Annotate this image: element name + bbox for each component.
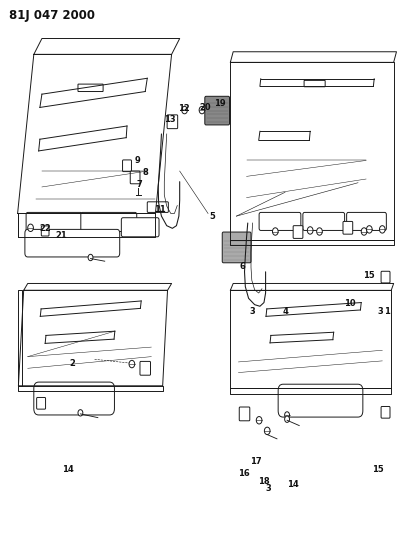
FancyBboxPatch shape	[41, 226, 49, 236]
FancyBboxPatch shape	[278, 384, 363, 417]
Text: 14: 14	[62, 465, 74, 473]
FancyBboxPatch shape	[122, 160, 131, 172]
Circle shape	[285, 412, 290, 418]
Circle shape	[307, 227, 313, 234]
FancyBboxPatch shape	[121, 217, 159, 237]
Circle shape	[264, 427, 270, 434]
FancyBboxPatch shape	[222, 232, 251, 263]
FancyBboxPatch shape	[303, 213, 345, 230]
Circle shape	[88, 254, 93, 261]
Text: 3: 3	[266, 483, 272, 492]
Text: 8: 8	[142, 167, 148, 176]
Circle shape	[129, 360, 135, 368]
FancyBboxPatch shape	[130, 171, 140, 184]
Text: 7: 7	[136, 180, 142, 189]
Text: 17: 17	[250, 457, 262, 466]
Circle shape	[256, 417, 262, 424]
Circle shape	[317, 228, 322, 235]
Circle shape	[379, 225, 385, 233]
Circle shape	[199, 107, 205, 114]
FancyBboxPatch shape	[81, 213, 137, 231]
Circle shape	[273, 228, 278, 235]
Text: 2: 2	[69, 359, 75, 367]
FancyBboxPatch shape	[239, 407, 250, 421]
Circle shape	[78, 410, 83, 416]
Text: 21: 21	[55, 231, 67, 240]
Text: 1: 1	[384, 307, 390, 316]
Text: 4: 4	[282, 307, 288, 316]
FancyBboxPatch shape	[25, 229, 120, 257]
Circle shape	[361, 228, 367, 235]
Text: 9: 9	[134, 156, 140, 165]
Text: 81J 047 2000: 81J 047 2000	[9, 10, 95, 22]
Circle shape	[28, 224, 33, 231]
FancyBboxPatch shape	[167, 115, 177, 128]
Text: 15: 15	[364, 271, 375, 280]
FancyBboxPatch shape	[343, 221, 353, 234]
Text: 3: 3	[250, 307, 255, 316]
Text: 11: 11	[153, 205, 165, 214]
FancyBboxPatch shape	[34, 382, 115, 415]
Text: 13: 13	[164, 115, 175, 124]
Text: 12: 12	[178, 104, 190, 113]
FancyBboxPatch shape	[205, 96, 230, 125]
Text: 20: 20	[200, 103, 211, 112]
Text: 5: 5	[209, 212, 215, 221]
Text: 16: 16	[238, 469, 250, 478]
Text: 6: 6	[239, 262, 246, 271]
FancyBboxPatch shape	[381, 271, 390, 283]
Text: 14: 14	[287, 480, 299, 489]
Text: 22: 22	[39, 224, 51, 233]
FancyBboxPatch shape	[293, 225, 303, 238]
Circle shape	[182, 107, 187, 114]
Text: 18: 18	[258, 477, 270, 486]
FancyBboxPatch shape	[147, 202, 169, 213]
FancyBboxPatch shape	[381, 407, 390, 418]
FancyBboxPatch shape	[26, 213, 82, 231]
Circle shape	[285, 416, 290, 422]
FancyBboxPatch shape	[259, 213, 301, 230]
FancyBboxPatch shape	[347, 213, 386, 230]
Text: 10: 10	[344, 299, 356, 308]
FancyBboxPatch shape	[140, 361, 151, 375]
FancyBboxPatch shape	[37, 398, 46, 409]
Text: 19: 19	[213, 99, 225, 108]
Text: 3: 3	[377, 307, 383, 316]
Text: 15: 15	[373, 465, 384, 473]
Circle shape	[366, 225, 372, 233]
